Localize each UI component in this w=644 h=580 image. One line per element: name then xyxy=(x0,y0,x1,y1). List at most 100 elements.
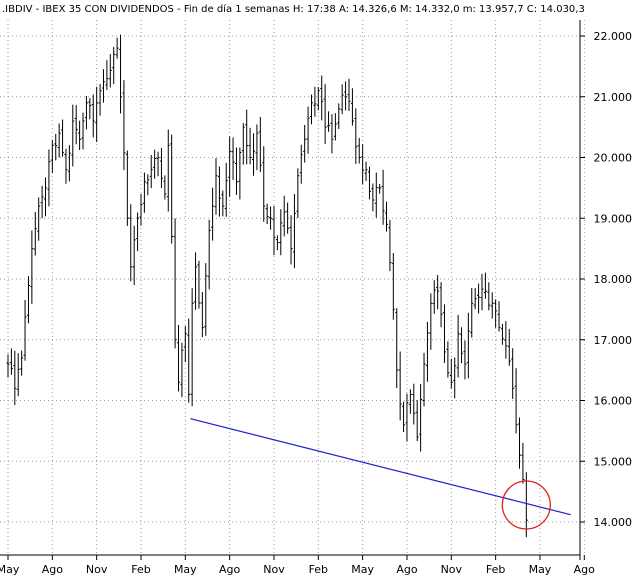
x-tick-label: Feb xyxy=(309,563,328,576)
ohlc-bar xyxy=(344,81,348,111)
ohlc-bar xyxy=(115,37,119,59)
ohlc-bar xyxy=(112,46,116,85)
ohlc-bar xyxy=(309,94,313,125)
ohlc-bar xyxy=(71,104,75,167)
ohlc-bar xyxy=(313,86,317,117)
ohlc-bar xyxy=(422,352,426,407)
ohlc-bar xyxy=(473,288,477,310)
ohlc-bar xyxy=(204,263,208,336)
ohlc-bar xyxy=(217,166,221,217)
ohlc-bar xyxy=(190,288,194,407)
ohlc-bar xyxy=(6,354,10,378)
ohlc-bar xyxy=(129,204,133,282)
ohlc-bar xyxy=(480,273,484,311)
y-tick-label: 21.000 xyxy=(594,91,633,104)
y-tick-label: 20.000 xyxy=(594,152,633,165)
ohlc-bar xyxy=(361,144,365,185)
ohlc-bar xyxy=(500,324,504,345)
ohlc-bar xyxy=(54,134,58,161)
ohlc-bar xyxy=(381,169,385,225)
ohlc-bar xyxy=(149,154,153,189)
ohlc-bar xyxy=(466,312,470,379)
ohlc-bar xyxy=(197,260,201,309)
ohlc-bar xyxy=(119,34,123,114)
ohlc-bar xyxy=(50,139,54,174)
ohlc-bar xyxy=(241,123,245,165)
ohlc-bar xyxy=(483,272,487,299)
ohlc-bar xyxy=(456,314,460,378)
ohlc-bar xyxy=(200,292,204,338)
ohlc-bar xyxy=(81,112,85,150)
ohlc-bar xyxy=(255,124,259,171)
ohlc-bar xyxy=(419,383,423,452)
ohlc-bar xyxy=(74,105,78,145)
ohlc-bar xyxy=(518,417,521,469)
x-tick-label: May xyxy=(174,563,197,576)
ohlc-bar xyxy=(299,144,303,184)
ohlc-bar xyxy=(453,357,457,399)
ohlc-bar xyxy=(272,206,276,256)
ohlc-bar xyxy=(282,195,286,237)
ohlc-bar xyxy=(139,193,143,226)
ohlc-bar xyxy=(521,442,525,484)
ohlc-bar xyxy=(132,225,136,286)
x-tick-label: Feb xyxy=(486,563,505,576)
ohlc-bar xyxy=(494,299,498,328)
ohlc-bar xyxy=(61,119,65,157)
ohlc-bar xyxy=(37,197,41,241)
ohlc-bar xyxy=(146,174,150,196)
ohlc-bar xyxy=(20,350,24,376)
annotation-layer xyxy=(190,418,571,530)
ohlc-bar xyxy=(357,137,361,164)
ohlc-bar xyxy=(303,124,307,163)
highlight-circle xyxy=(501,480,551,530)
ohlc-bar xyxy=(234,147,238,195)
ohlc-bar xyxy=(446,341,450,378)
ohlc-bar xyxy=(337,103,341,129)
ohlc-bar xyxy=(460,327,464,364)
ohlc-bar xyxy=(367,166,371,200)
x-tick-label: May xyxy=(351,563,374,576)
ohlc-bar xyxy=(350,88,354,126)
ohlc-bar xyxy=(378,184,382,194)
ohlc-bar xyxy=(9,348,13,375)
ohlc-bar xyxy=(269,206,273,230)
ohlc-bar xyxy=(64,148,68,184)
ohlc-bar xyxy=(286,202,290,234)
ohlc-bar xyxy=(173,218,177,349)
ohlc-bar xyxy=(320,75,324,121)
ohlc-bar xyxy=(323,84,327,144)
y-tick-label: 17.000 xyxy=(594,334,633,347)
ohlc-bar xyxy=(95,86,99,143)
ohlc-bar xyxy=(292,194,296,269)
ohlc-bar xyxy=(289,215,293,265)
ohlc-bar xyxy=(463,340,467,380)
x-tick-label: Nov xyxy=(263,563,285,576)
ohlc-bar xyxy=(275,235,279,251)
ohlc-bar xyxy=(221,190,225,217)
ohlc-bar xyxy=(211,187,215,241)
x-tick-label: May xyxy=(529,563,552,576)
y-tick-label: 22.000 xyxy=(594,30,633,43)
ohlc-bar xyxy=(105,60,109,90)
price-bars xyxy=(6,34,528,538)
ohlc-bar xyxy=(245,109,249,165)
ohlc-bar xyxy=(408,389,412,414)
ohlc-bar xyxy=(330,114,334,154)
x-tick-label: Ago xyxy=(219,563,241,576)
ohlc-bar xyxy=(398,351,402,421)
ohlc-bar xyxy=(214,158,218,215)
y-axis: 14.000 15.000 16.000 17.000 18.000 19.000 20.0… xyxy=(580,30,632,529)
y-tick-label: 18.000 xyxy=(594,273,633,286)
ohlc-bar xyxy=(224,162,228,217)
ohlc-bar xyxy=(340,84,344,115)
ohlc-bar xyxy=(180,342,184,398)
ohlc-bar xyxy=(470,287,474,338)
ohlc-bar xyxy=(122,80,126,171)
ohlc-bar xyxy=(252,133,256,176)
ohlc-bar xyxy=(374,172,378,218)
y-tick-label: 14.000 xyxy=(594,516,633,529)
ohlc-bar xyxy=(67,145,71,182)
ohlc-bar xyxy=(402,401,406,433)
ohlc-bar xyxy=(262,146,266,222)
